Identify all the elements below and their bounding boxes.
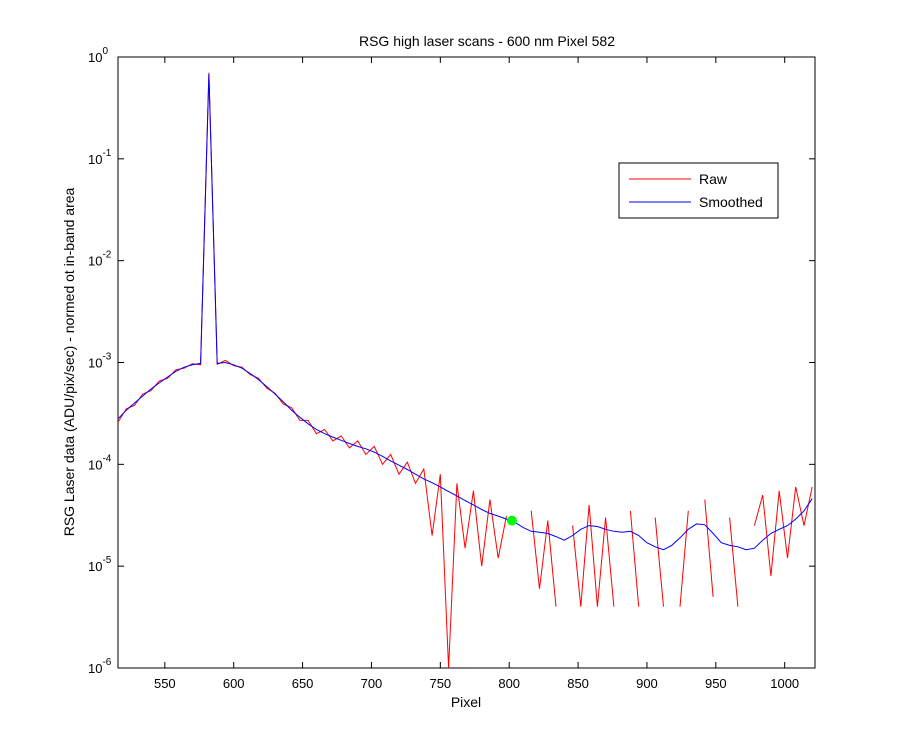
y-tick-exponent: -4 [102,453,111,464]
y-tick-label: 10-1 [88,148,112,167]
y-tick-base: 10 [88,152,102,167]
y-tick-exponent: -3 [102,352,111,363]
y-tick-base: 10 [88,254,102,269]
series-line [118,74,813,551]
y-tick-label: 100 [88,46,108,65]
marker-point [506,515,517,526]
y-tick-base: 10 [88,559,102,574]
y-tick-exponent: -5 [102,555,111,566]
legend-box [618,162,779,219]
y-tick-base: 10 [88,457,102,472]
x-tick-label: 550 [154,676,176,691]
plot-area [117,56,816,669]
y-tick-label: 10-2 [88,250,112,269]
y-tick-base: 10 [88,50,102,65]
y-tick-base: 10 [88,661,102,676]
y-tick-exponent: -2 [102,250,111,261]
x-tick-label: 750 [429,676,451,691]
x-tick-label: 700 [361,676,383,691]
y-tick-exponent: -6 [102,657,111,668]
y-tick-label: 10-3 [88,352,112,371]
x-tick-label: 850 [567,676,589,691]
legend-label: Smoothed [699,194,763,210]
y-tick-label: 10-5 [88,555,112,574]
x-tick-label: 900 [636,676,658,691]
y-tick-label: 10-6 [88,657,112,676]
y-tick-label: 10-4 [88,453,112,472]
y-axis-label: RSG Laser data (ADU/pix/sec) - normed ot… [61,187,77,536]
y-tick-base: 10 [88,356,102,371]
legend-label: Raw [699,171,728,187]
plot-lines [118,72,813,668]
x-tick-label: 800 [498,676,520,691]
x-tick-label: 950 [705,676,727,691]
y-tick-exponent: 0 [102,46,108,57]
legend: Raw Smoothed [618,162,779,219]
y-tick-exponent: -1 [102,148,111,159]
chart-title: RSG high laser scans - 600 nm Pixel 582 [359,33,615,49]
x-axis-label: Pixel [451,694,481,710]
x-tick-label: 600 [223,676,245,691]
x-tick-label: 650 [292,676,314,691]
x-tick-label: 1000 [770,676,799,691]
